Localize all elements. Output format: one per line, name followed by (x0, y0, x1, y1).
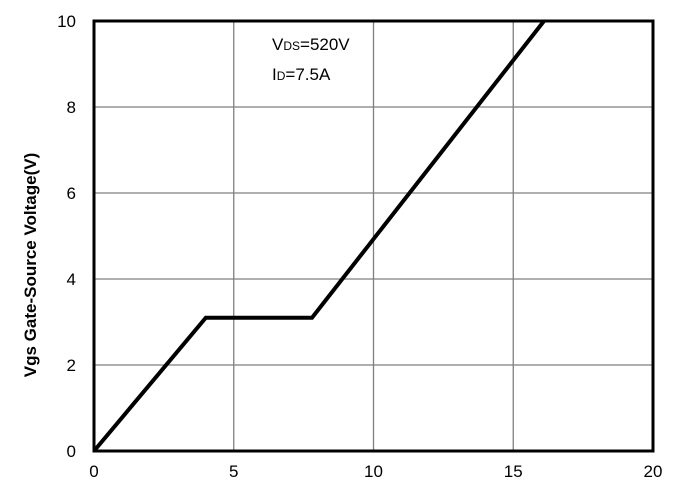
x-tick-label: 5 (229, 462, 238, 481)
annotation-vds-sub: DS (283, 39, 300, 53)
tick-labels: 0 5 10 15 20 0 2 4 6 8 10 (57, 12, 662, 481)
annotation-id-sub: D (277, 69, 286, 83)
x-tick-label: 10 (364, 462, 383, 481)
x-tick-label: 0 (89, 462, 98, 481)
y-axis-title: Vgs Gate-Source Voltage(V) (21, 153, 40, 378)
annotation-vds-value: =520V (300, 35, 350, 54)
x-tick-label: 20 (644, 462, 663, 481)
annotation-vds-main: V (272, 35, 284, 54)
y-tick-label: 0 (67, 442, 76, 461)
plot-frame (92, 19, 655, 453)
y-tick-label: 6 (67, 184, 76, 203)
annotation-id-value: =7.5A (285, 65, 331, 84)
x-tick-label: 15 (504, 462, 523, 481)
y-tick-label: 4 (67, 270, 76, 289)
y-tick-label: 2 (67, 356, 76, 375)
annotation-vds: VDS=520V (272, 35, 350, 54)
y-tick-label: 10 (57, 12, 76, 31)
y-tick-label: 8 (67, 98, 76, 117)
annotation-id-main: I (272, 65, 277, 84)
series-line-vgs (92, 19, 546, 453)
annotation-id: ID=7.5A (272, 65, 331, 84)
